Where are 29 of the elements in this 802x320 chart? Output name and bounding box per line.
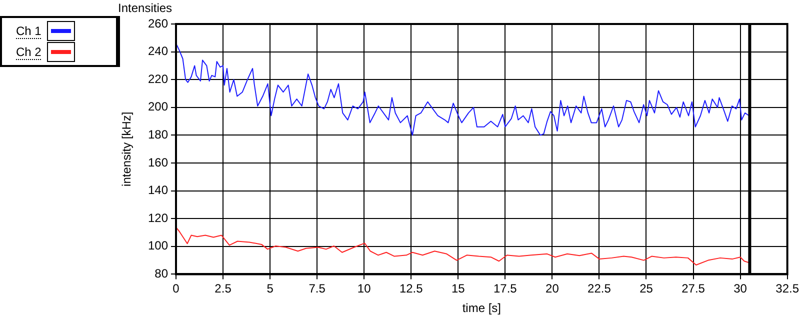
x-tick-label: 5 (266, 282, 274, 296)
y-tick-label: 160 (148, 155, 168, 170)
y-tick-label: 120 (148, 210, 168, 225)
y-axis-title: intensity [kHz] (120, 112, 134, 186)
y-tick-label: 240 (148, 44, 168, 58)
y-tick-label: 200 (148, 100, 168, 114)
x-tick-label: 27.5 (682, 282, 706, 296)
x-tick-label: 15 (451, 282, 466, 296)
y-tick-label: 260 (148, 16, 168, 30)
y-tick-label: 140 (148, 183, 168, 198)
x-tick-label: 32.5 (776, 282, 800, 296)
x-tick-label: 2.5 (214, 282, 232, 296)
x-tick-label: 10 (357, 282, 372, 296)
x-tick-label: 30 (734, 282, 748, 296)
x-tick-label: 25 (640, 282, 654, 296)
legend-label: Ch 2 (16, 44, 42, 60)
x-tick-label: 12.5 (399, 282, 424, 296)
chart-title: Intensities (118, 1, 172, 15)
legend-label: Ch 1 (16, 24, 42, 38)
y-tick-label: 220 (148, 72, 168, 86)
x-tick-label: 20 (546, 282, 560, 296)
x-tick-label: 0 (172, 282, 180, 296)
x-tick-label: 22.5 (588, 282, 612, 296)
y-tick-label: 100 (148, 238, 168, 253)
y-tick-label: 180 (148, 128, 168, 142)
x-axis-title: time [s] (462, 301, 501, 316)
y-tick-label: 80 (154, 266, 168, 281)
x-tick-label: 7.5 (308, 282, 326, 296)
x-tick-label: 17.5 (493, 282, 518, 296)
